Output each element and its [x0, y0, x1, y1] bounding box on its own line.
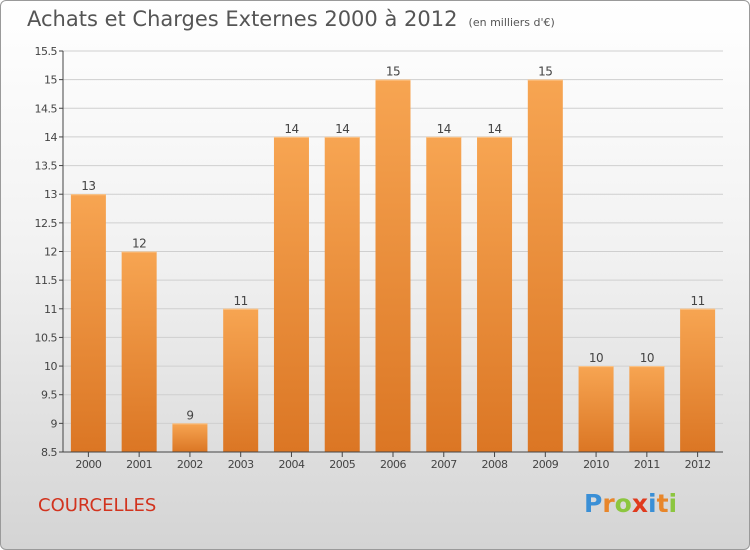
- axes: [59, 50, 723, 457]
- value-label: 13: [81, 179, 95, 193]
- x-tick-label: 2009: [532, 458, 558, 471]
- x-tick-label: 2005: [329, 458, 355, 471]
- bar: [527, 79, 563, 453]
- logo-letter: i: [668, 489, 678, 518]
- x-tick-label: 2008: [482, 458, 508, 471]
- logo-letter: o: [614, 489, 632, 518]
- bar: [680, 308, 716, 452]
- bar: [121, 251, 157, 452]
- x-tick-label: 2007: [431, 458, 457, 471]
- x-tick-label: 2001: [126, 458, 152, 471]
- chart-unit: (en milliers d'€): [468, 16, 555, 29]
- x-tick-label: 2002: [177, 458, 203, 471]
- value-label: 14: [487, 122, 501, 136]
- value-label: 14: [284, 122, 298, 136]
- y-tick-label: 14: [44, 131, 57, 144]
- y-tick-label: 12.5: [35, 217, 58, 230]
- y-tick-label: 13.5: [35, 160, 58, 173]
- y-tick-label: 8.5: [41, 446, 57, 459]
- bar: [375, 79, 411, 453]
- x-tick-label: 2003: [228, 458, 254, 471]
- chart-title: Achats et Charges Externes 2000 à 2012: [27, 7, 458, 31]
- logo-letter: r: [602, 489, 615, 518]
- logo-letter: t: [656, 489, 669, 518]
- bar: [273, 136, 309, 452]
- y-tick-label: 12: [44, 246, 57, 259]
- bar: [172, 423, 208, 452]
- value-label: 10: [640, 351, 654, 365]
- y-tick-label: 11: [44, 303, 57, 316]
- y-tick-label: 13: [44, 188, 57, 201]
- y-tick-label: 14.5: [35, 102, 58, 115]
- value-label: 15: [538, 65, 552, 79]
- commune-name: COURCELLES: [38, 495, 157, 516]
- logo-letter: P: [584, 489, 603, 518]
- y-tick-label: 9.5: [41, 389, 57, 402]
- bars: [70, 79, 716, 453]
- bar: [477, 136, 513, 452]
- value-label: 11: [234, 294, 248, 308]
- logo-letter: i: [648, 489, 657, 518]
- value-label: 12: [132, 237, 146, 251]
- y-tick-label: 15.5: [35, 45, 58, 58]
- value-label: 10: [589, 351, 603, 365]
- chart-title-block: Achats et Charges Externes 2000 à 2012 (…: [27, 7, 555, 31]
- x-tick-label: 2010: [583, 458, 609, 471]
- x-tick-label: 2000: [75, 458, 101, 471]
- value-label: 14: [437, 122, 451, 136]
- bar: [70, 194, 106, 452]
- value-label: 15: [386, 65, 400, 79]
- value-label: 14: [335, 122, 349, 136]
- labels: 8.5 9 9.5 10 10.5 11 11.5 12 12.5 13 13.5 14 14.5 15 1…: [35, 45, 712, 471]
- y-tick-label: 10: [44, 360, 57, 373]
- x-tick-label: 2012: [685, 458, 711, 471]
- value-label: 11: [690, 294, 704, 308]
- bar: [629, 366, 665, 452]
- x-tick-label: 2011: [634, 458, 660, 471]
- value-label: 9: [186, 408, 193, 422]
- y-tick-label: 9: [51, 417, 58, 430]
- y-tick-label: 10.5: [35, 331, 58, 344]
- logo-letter: x: [631, 489, 648, 518]
- proxiti-logo: Proxiti: [584, 489, 677, 518]
- x-tick-label: 2006: [380, 458, 406, 471]
- y-tick-label: 11.5: [35, 274, 58, 287]
- y-tick-label: 15: [44, 74, 57, 87]
- bar: [324, 136, 360, 452]
- bar: [578, 366, 614, 452]
- x-tick-label: 2004: [278, 458, 304, 471]
- bar: [223, 308, 259, 452]
- bar: [426, 136, 462, 452]
